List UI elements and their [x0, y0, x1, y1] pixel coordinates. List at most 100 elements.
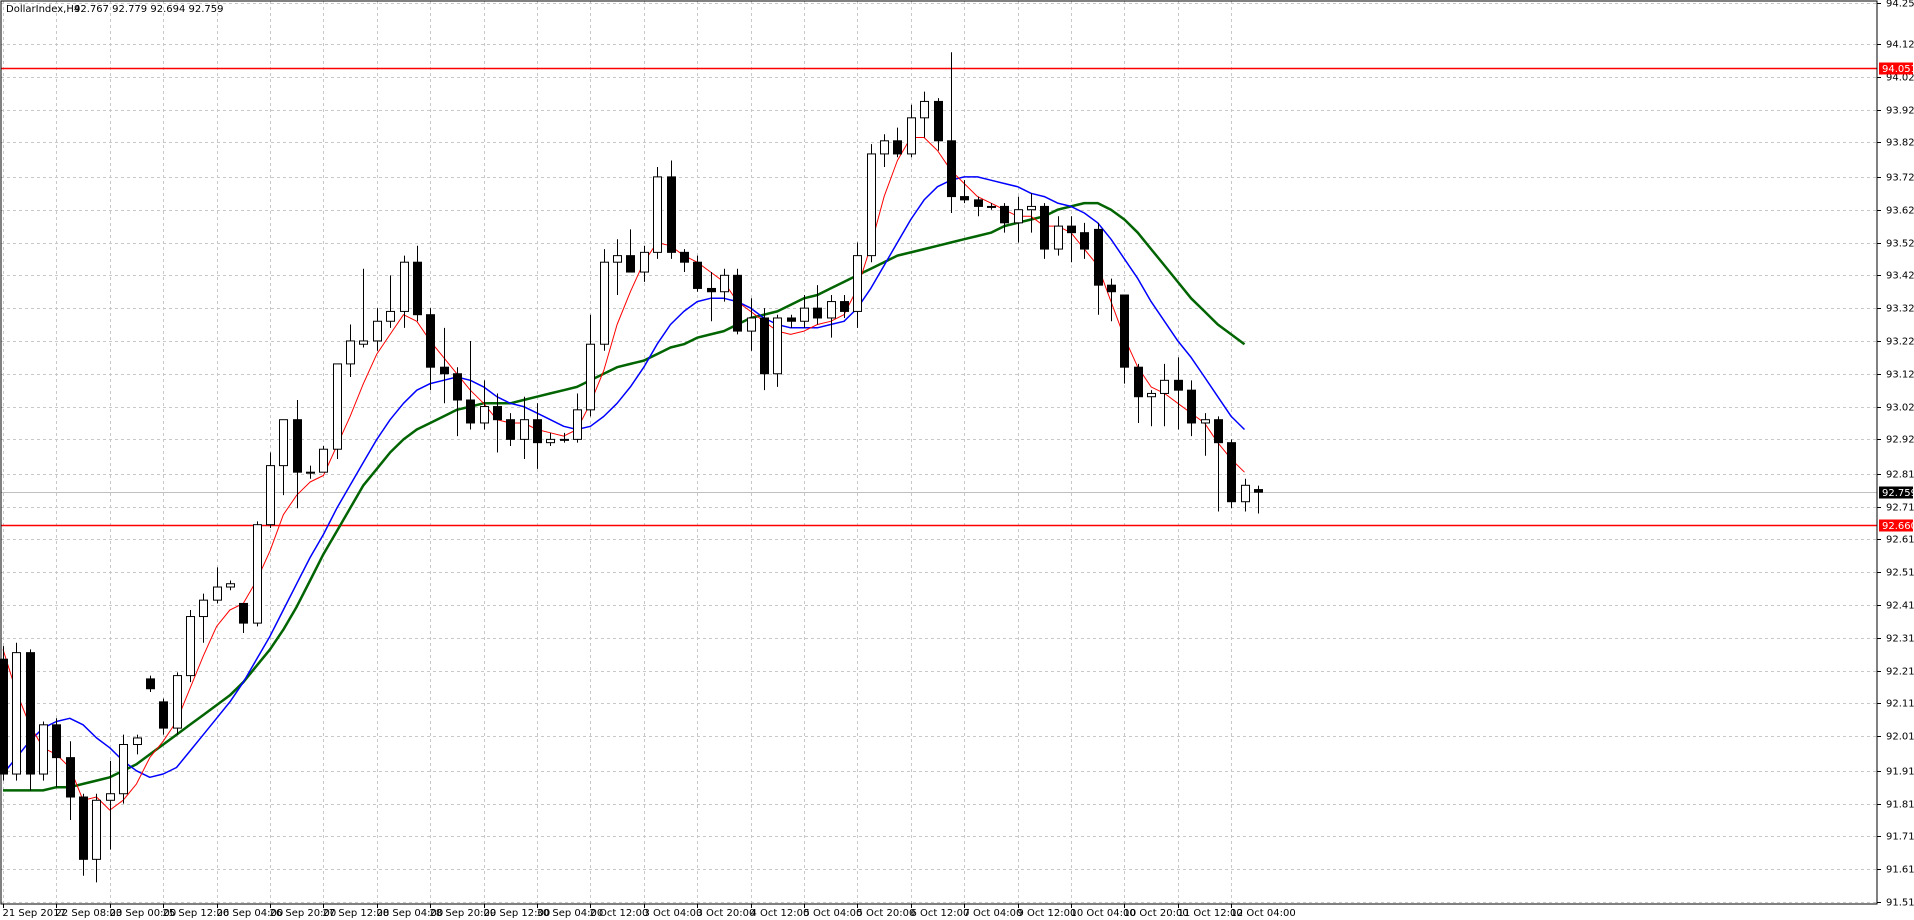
candle [493, 393, 502, 453]
candle [1201, 413, 1210, 456]
candle-body-bear [426, 314, 435, 368]
candle-body-bull [199, 599, 208, 618]
candle [319, 445, 328, 473]
candle [907, 104, 916, 158]
candle [934, 98, 943, 151]
candle-body-bear [626, 255, 635, 273]
candle [1027, 193, 1036, 233]
candle-body-bear [79, 796, 88, 860]
candle [293, 400, 302, 509]
y-tick-label: 91.810 [1886, 800, 1914, 811]
candle-body-bull [186, 616, 195, 677]
candle [747, 298, 756, 351]
x-tick-label: 6 Oct 12:00 [911, 908, 970, 919]
candle [586, 314, 595, 417]
y-tick-label: 92.920 [1886, 435, 1914, 446]
candle-body-bull [600, 261, 609, 345]
candle [413, 245, 422, 322]
candle-body-bull [1054, 225, 1063, 250]
candle-body-bull [213, 586, 222, 601]
candle-body-bear [1254, 489, 1263, 493]
candle [787, 314, 796, 328]
x-tick-label: 30 Sep 04:00 [537, 908, 604, 919]
candle [1227, 439, 1236, 509]
candle-body-bear [52, 724, 61, 759]
candle [159, 698, 168, 735]
candle-body-bull [907, 117, 916, 155]
x-tick-label: 26 Sep 04:00 [217, 908, 284, 919]
y-tick-label: 93.120 [1886, 370, 1914, 381]
candle-body-bull [653, 176, 662, 253]
x-tick-label: 4 Oct 12:00 [751, 908, 810, 919]
candle [106, 760, 115, 850]
candle-body-bull [253, 524, 262, 624]
candle-body-bull [573, 409, 582, 440]
candle-body-bear [813, 307, 822, 319]
y-tick-label: 94.250 [1886, 0, 1914, 10]
candle-body-bull [1160, 379, 1169, 394]
x-tick-label: 5 Oct 04:00 [804, 908, 863, 919]
candle [613, 239, 622, 296]
plot-frame [0, 0, 1878, 905]
candle-body-bull [867, 153, 876, 257]
candle [1147, 390, 1156, 427]
candle [1134, 363, 1143, 423]
candle [1000, 203, 1009, 233]
candle-body-bull [333, 363, 342, 450]
y-tick-label: 92.515 [1886, 568, 1914, 579]
candle [333, 363, 342, 460]
candle [693, 255, 702, 292]
x-tick-label: 3 Oct 04:00 [644, 908, 703, 919]
candle-body-bull [266, 465, 275, 526]
y-tick-label: 93.520 [1886, 239, 1914, 250]
candle [520, 396, 529, 460]
candle [853, 242, 862, 328]
y-tick-label: 92.415 [1886, 601, 1914, 612]
candle [306, 465, 315, 479]
candle [626, 229, 635, 273]
candle [1080, 222, 1089, 259]
candle [827, 295, 836, 338]
candle [1107, 278, 1116, 322]
candle [1120, 294, 1129, 384]
candle [453, 367, 462, 437]
candle [506, 413, 515, 446]
hline-price-tag [1879, 519, 1913, 532]
candle [1174, 357, 1183, 430]
hline-price-tag [1879, 62, 1913, 75]
x-tick-label: 11 Oct 12:00 [1178, 908, 1243, 919]
candle-body-bull [560, 438, 569, 441]
symbol-label: DollarIndex,H4 [6, 4, 80, 15]
x-tick-label: 10 Oct 04:00 [1071, 908, 1136, 919]
candle-body-bear [934, 100, 943, 142]
y-tick-label: 93.620 [1886, 206, 1914, 217]
candle-body-bull [400, 261, 409, 312]
candle [92, 793, 101, 883]
candle [533, 403, 542, 469]
x-tick-label: 27 Sep 12:00 [323, 908, 390, 919]
candle [466, 340, 475, 430]
candle [226, 580, 235, 591]
candle [253, 521, 262, 627]
candle-body-bear [680, 251, 689, 263]
candle-body-bear [707, 287, 716, 293]
candle-body-bull [520, 419, 529, 440]
candle-body-bear [1107, 284, 1116, 293]
price-axis[interactable]: 94.250 94.125 94.025 93.925 93.825 93.720 93.6… [1877, 0, 1914, 909]
candle [1214, 416, 1223, 512]
x-tick-label: 5 Oct 20:00 [857, 908, 916, 919]
candle [813, 285, 822, 325]
candle [346, 324, 355, 378]
candle [39, 721, 48, 781]
candle-body-bear [239, 602, 248, 624]
candle-body-bear [893, 140, 902, 155]
x-tick-label: 10 Oct 20:00 [1124, 908, 1189, 919]
ma-slow-line [3, 201, 1246, 792]
y-tick-label: 92.015 [1886, 732, 1914, 743]
candle [1241, 478, 1250, 512]
candle-body-bull [226, 583, 235, 588]
candle-body-bear [974, 199, 983, 207]
